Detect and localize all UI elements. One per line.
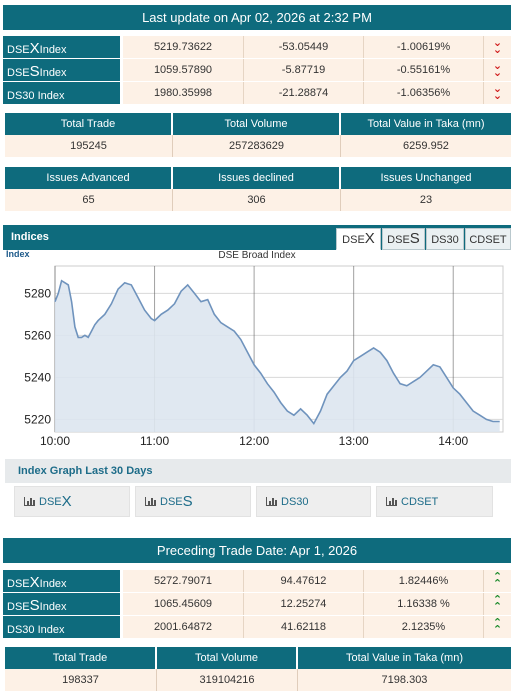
tab-cdset[interactable]: CDSET — [465, 228, 511, 250]
trade-summary-header: Total Trade — [5, 113, 173, 135]
index-change: 94.47612 — [244, 570, 364, 592]
index-value: 1980.35998 — [123, 82, 244, 104]
index-chart-svg: 5220 5240 5260 5280 10:00 11:00 12:00 13:00 14:0… — [6, 249, 504, 448]
graph-30-cdset-button[interactable]: CDSET — [376, 486, 493, 517]
double-chevron-down-icon: ⌄ ⌄ — [484, 36, 511, 58]
x-tick-label: 13:00 — [339, 434, 369, 448]
total-volume-value: 319104216 — [157, 669, 298, 691]
index-row: DS30 Index 2001.64872 41.62118 2.1235% ⌃ ⌃ — [3, 616, 511, 638]
index-value: 5272.79071 — [123, 570, 244, 592]
index-change: -5.87719 — [244, 59, 364, 81]
total-volume-value: 257283629 — [173, 135, 341, 157]
index-change: -21.28874 — [244, 82, 364, 104]
double-chevron-up-icon: ⌃ ⌃ — [484, 616, 511, 638]
trade-summary-header: Total Volume — [157, 647, 298, 669]
bar-chart-icon — [145, 497, 156, 506]
index-percent: -0.55161% — [364, 59, 484, 81]
indices-title: Indices — [11, 231, 49, 243]
index-value: 1065.45609 — [123, 593, 244, 615]
trade-summary-header: Total Value in Taka (mn) — [341, 113, 511, 135]
issues-header: Issues Advanced — [5, 167, 173, 189]
x-tick-label: 14:00 — [438, 434, 468, 448]
double-chevron-up-icon: ⌃ ⌃ — [484, 570, 511, 592]
index-name[interactable]: DS30 Index — [3, 616, 120, 638]
index-row: DSE X Index 5219.73622 -53.05449 -1.00619% ⌄ ⌄ — [3, 36, 511, 58]
double-chevron-up-icon: ⌃ ⌃ — [484, 593, 511, 615]
index-chart: 5220 5240 5260 5280 10:00 11:00 12:00 13:00 14:0… — [3, 249, 511, 453]
trade-summary-header: Total Volume — [173, 113, 341, 135]
chart-title: DSE Broad Index — [218, 250, 295, 261]
double-chevron-down-icon: ⌄ ⌄ — [484, 59, 511, 81]
x-tick-label: 11:00 — [140, 434, 169, 448]
index-change: 41.62118 — [244, 616, 364, 638]
index-name[interactable]: DSE X Index — [3, 36, 120, 58]
graph-30-dses-button[interactable]: DSE S — [135, 486, 251, 517]
index-percent: -1.06356% — [364, 82, 484, 104]
preceding-trade-summary-table: Total Trade Total Volume Total Value in … — [5, 647, 511, 691]
issues-declined-value: 306 — [173, 189, 341, 211]
last-30-days-header: Index Graph Last 30 Days — [5, 459, 511, 483]
y-axis-label: Index — [6, 250, 30, 259]
graph-30-ds30-button[interactable]: DS30 — [256, 486, 371, 517]
last-update-title: Last update on Apr 02, 2026 at 2:32 PM — [142, 10, 372, 25]
y-tick-label: 5240 — [24, 370, 51, 384]
series-line — [54, 279, 500, 426]
total-trade-value: 195245 — [5, 135, 173, 157]
index-name[interactable]: DSE S Index — [3, 59, 120, 81]
index-row: DSE X Index 5272.79071 94.47612 1.82446% ⌃ ⌃ — [3, 570, 511, 592]
index-name[interactable]: DSE S Index — [3, 593, 120, 615]
index-name[interactable]: DSE X Index — [3, 570, 120, 592]
tab-ds30[interactable]: DS30 — [426, 228, 464, 250]
graph-30-dsex-button[interactable]: DSE X — [14, 486, 130, 517]
y-tick-label: 5220 — [24, 412, 51, 426]
bar-chart-icon — [24, 497, 35, 506]
series-area — [55, 280, 500, 432]
preceding-title: Preceding Trade Date: Apr 1, 2026 — [156, 543, 358, 558]
trade-summary-header: Total Value in Taka (mn) — [298, 647, 511, 669]
index-name[interactable]: DS30 Index — [3, 82, 120, 104]
x-tick-label: 10:00 — [40, 434, 70, 448]
index-percent: -1.00619% — [364, 36, 484, 58]
double-chevron-down-icon: ⌄ ⌄ — [484, 82, 511, 104]
trade-summary-table: Total Trade Total Volume Total Value in … — [5, 113, 511, 157]
index-value: 2001.64872 — [123, 616, 244, 638]
index-percent: 1.16338 % — [364, 593, 484, 615]
tab-dsex[interactable]: DSE X — [336, 228, 381, 250]
issues-table: Issues Advanced Issues declined Issues U… — [5, 167, 511, 211]
preceding-header: Preceding Trade Date: Apr 1, 2026 — [3, 538, 511, 563]
issues-advanced-value: 65 — [5, 189, 173, 211]
last-30-days-title: Index Graph Last 30 Days — [18, 465, 153, 477]
issues-header: Issues Unchanged — [341, 167, 511, 189]
index-change: -53.05449 — [244, 36, 364, 58]
y-tick-label: 5260 — [24, 328, 51, 342]
index-percent: 2.1235% — [364, 616, 484, 638]
index-row: DSE S Index 1059.57890 -5.87719 -0.55161% ⌄ ⌄ — [3, 59, 511, 81]
bar-chart-icon — [266, 497, 277, 506]
y-tick-label: 5280 — [24, 286, 51, 300]
index-percent: 1.82446% — [364, 570, 484, 592]
issues-unchanged-value: 23 — [341, 189, 511, 211]
x-tick-label: 12:00 — [239, 434, 269, 448]
index-row: DS30 Index 1980.35998 -21.28874 -1.06356% ⌄ ⌄ — [3, 82, 511, 104]
index-change: 12.25274 — [244, 593, 364, 615]
last-update-header: Last update on Apr 02, 2026 at 2:32 PM — [3, 5, 511, 30]
total-trade-value: 198337 — [5, 669, 157, 691]
index-value: 1059.57890 — [123, 59, 244, 81]
trade-summary-header: Total Trade — [5, 647, 157, 669]
tab-dses[interactable]: DSE S — [382, 228, 425, 250]
issues-header: Issues declined — [173, 167, 341, 189]
total-value-taka: 7198.303 — [298, 669, 511, 691]
total-value-taka: 6259.952 — [341, 135, 511, 157]
index-row: DSE S Index 1065.45609 12.25274 1.16338 % ⌃ ⌃ — [3, 593, 511, 615]
index-value: 5219.73622 — [123, 36, 244, 58]
bar-chart-icon — [386, 497, 397, 506]
